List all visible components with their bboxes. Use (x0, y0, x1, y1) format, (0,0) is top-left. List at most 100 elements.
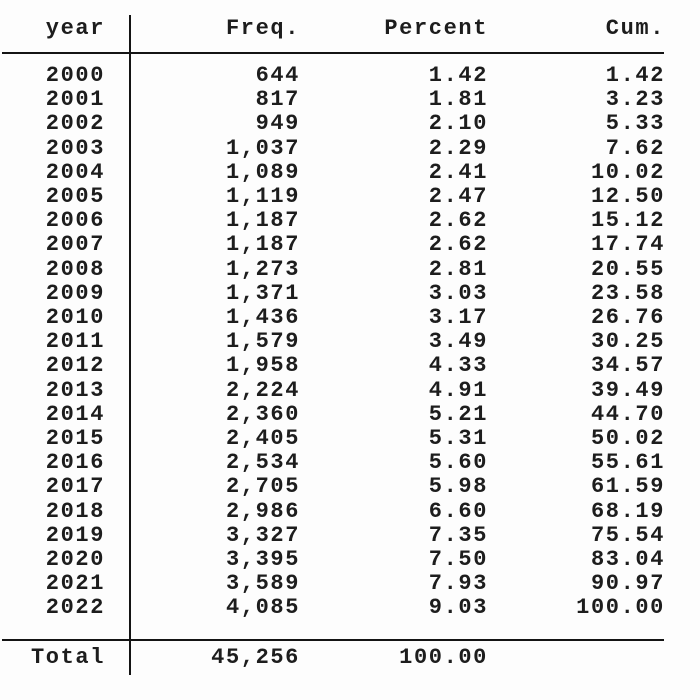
cum-cell: 50.02 (590, 426, 665, 452)
header-rule (2, 52, 664, 54)
percent-cell: 9.03 (428, 595, 488, 621)
year-cell: 2018 (45, 498, 105, 524)
table-row: 2011 1,579 3.49 30.25 (0, 330, 665, 354)
cum-cell: 44.70 (590, 401, 665, 427)
table-row: 2003 1,037 2.29 7.62 (0, 135, 665, 161)
percent-cell: 6.60 (428, 498, 488, 524)
cum-cell: 5.33 (605, 111, 665, 137)
year-cell: 2019 (45, 522, 105, 548)
table-row: 2018 2,986 6.60 68.19 (0, 498, 665, 524)
table-row: 2019 3,327 7.35 75.54 (0, 522, 665, 548)
year-cell: 2014 (45, 401, 105, 427)
year-cell: 2000 (45, 63, 105, 88)
percent-cell: 1.81 (428, 87, 488, 113)
freq-cell: 949 (255, 111, 300, 137)
column-header-percent: Percent (384, 16, 488, 41)
freq-cell: 1,579 (225, 329, 300, 355)
cum-cell: 23.58 (590, 280, 665, 306)
year-cell: 2009 (45, 280, 105, 306)
table-row: 2015 2,405 5.31 50.02 (0, 426, 665, 452)
table-row: 2001 817 1.81 3.23 (0, 88, 665, 112)
cum-cell: 1.42 (605, 63, 665, 88)
freq-cell: 1,089 (225, 159, 300, 185)
cum-cell: 39.49 (590, 377, 665, 403)
year-cell: 2007 (45, 232, 105, 258)
year-cell: 2012 (45, 353, 105, 379)
percent-cell: 2.10 (428, 111, 488, 137)
percent-cell: 5.21 (428, 401, 488, 427)
cum-cell: 15.12 (590, 208, 665, 234)
cum-cell: 75.54 (590, 522, 665, 548)
freq-cell: 1,187 (225, 232, 300, 258)
table-row: 2013 2,224 4.91 39.49 (0, 377, 665, 403)
column-header-freq: Freq. (225, 16, 300, 41)
freq-cell: 2,360 (225, 401, 300, 427)
freq-cell: 2,224 (225, 377, 300, 403)
year-cell: 2016 (45, 450, 105, 476)
year-cell: 2001 (45, 87, 105, 113)
year-cell: 2006 (45, 208, 105, 234)
table-row: 2014 2,360 5.21 44.70 (0, 401, 665, 427)
table-row: 2008 1,273 2.81 20.55 (0, 256, 665, 282)
column-header-cum: Cum. (605, 16, 665, 41)
cum-cell: 12.50 (590, 184, 665, 210)
cum-cell: 20.55 (590, 256, 665, 282)
percent-cell: 7.50 (428, 547, 488, 573)
table-row: 2016 2,534 5.60 55.61 (0, 451, 665, 475)
table-row: 2007 1,187 2.62 17.74 (0, 233, 665, 257)
year-cell: 2004 (45, 159, 105, 185)
percent-cell: 2.62 (428, 232, 488, 258)
freq-cell: 1,436 (225, 305, 300, 331)
cum-cell: 68.19 (590, 498, 665, 524)
year-cell: 2017 (45, 474, 105, 500)
year-cell: 2022 (45, 595, 105, 621)
table-row: 2012 1,958 4.33 34.57 (0, 354, 665, 378)
total-freq-cell: 45,256 (211, 645, 300, 670)
freq-cell: 1,273 (225, 256, 300, 282)
percent-cell: 2.47 (428, 184, 488, 210)
table-row: 2010 1,436 3.17 26.76 (0, 305, 665, 331)
table-row: 2017 2,705 5.98 61.59 (0, 475, 665, 499)
freq-cell: 1,037 (225, 135, 300, 161)
percent-cell: 5.98 (428, 474, 488, 500)
year-cell: 2021 (45, 571, 105, 597)
cum-cell: 90.97 (590, 571, 665, 597)
percent-cell: 3.49 (428, 329, 488, 355)
cum-cell: 26.76 (590, 305, 665, 331)
total-percent-cell: 100.00 (399, 645, 488, 670)
freq-cell: 1,958 (225, 353, 300, 379)
cum-cell: 3.23 (605, 87, 665, 113)
percent-cell: 4.33 (428, 353, 488, 379)
cum-cell: 17.74 (590, 232, 665, 258)
cum-cell: 10.02 (590, 159, 665, 185)
year-cell: 2010 (45, 305, 105, 331)
percent-cell: 2.29 (428, 135, 488, 161)
percent-cell: 1.42 (428, 63, 488, 88)
freq-cell: 3,589 (225, 571, 300, 597)
cum-cell: 30.25 (590, 329, 665, 355)
cum-cell: 61.59 (590, 474, 665, 500)
year-cell: 2008 (45, 256, 105, 282)
percent-cell: 3.17 (428, 305, 488, 331)
year-cell: 2005 (45, 184, 105, 210)
freq-cell: 3,327 (225, 522, 300, 548)
cum-cell: 83.04 (590, 547, 665, 573)
year-cell: 2003 (45, 135, 105, 161)
freq-cell: 2,705 (225, 474, 300, 500)
percent-cell: 5.60 (428, 450, 488, 476)
freq-cell: 2,405 (225, 426, 300, 452)
percent-cell: 2.81 (428, 256, 488, 282)
year-cell: 2020 (45, 547, 105, 573)
table-row: 2004 1,089 2.41 10.02 (0, 159, 665, 185)
table-row: 2009 1,371 3.03 23.58 (0, 280, 665, 306)
cum-cell: 34.57 (590, 353, 665, 379)
year-cell: 2002 (45, 111, 105, 137)
year-cell: 2015 (45, 426, 105, 452)
table-row: 2005 1,119 2.47 12.50 (0, 184, 665, 210)
total-label: Total (30, 645, 105, 670)
table-row: 2000 644 1.42 1.42 (0, 63, 665, 88)
table-row: 2021 3,589 7.93 90.97 (0, 572, 665, 596)
total-cum-cell (488, 645, 665, 671)
table-row: 2022 4,085 9.03 100.00 (0, 596, 665, 620)
